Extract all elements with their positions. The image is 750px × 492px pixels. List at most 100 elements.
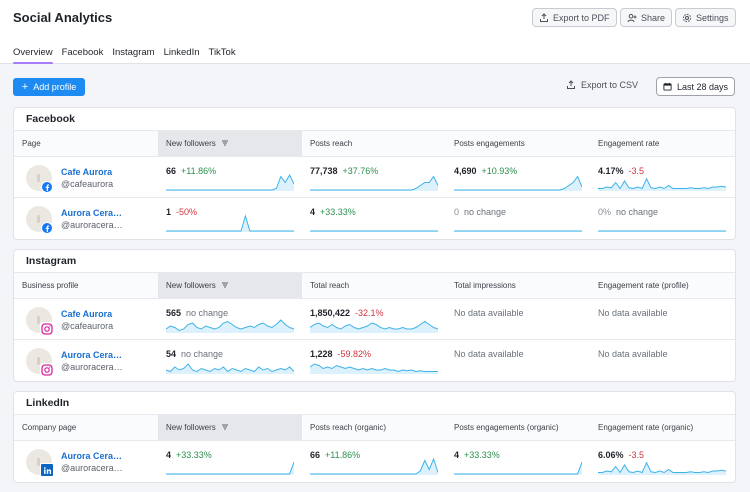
- date-range-button[interactable]: Last 28 days: [656, 77, 735, 96]
- metric-text: No data available: [454, 349, 524, 359]
- export-csv-button[interactable]: Export to CSV: [566, 80, 638, 90]
- column-header[interactable]: Posts reach (organic): [302, 415, 446, 440]
- column-header[interactable]: Posts reach: [302, 131, 446, 156]
- metric-text: No data available: [598, 308, 668, 318]
- metric-value: 0: [454, 207, 460, 217]
- table-row: Cafe Aurora @cafeaurora 565 no change 1,850,…: [14, 299, 735, 340]
- gear-icon: [682, 13, 692, 22]
- column-header[interactable]: New followers: [158, 131, 302, 156]
- profile-name-link[interactable]: Aurora Cera…: [61, 451, 123, 461]
- column-header-label: Posts engagements (organic): [454, 423, 559, 432]
- sparkline-area: [310, 176, 438, 191]
- sparkline: [310, 175, 438, 191]
- column-header[interactable]: Posts engagements: [446, 131, 590, 156]
- sparkline-line: [166, 173, 294, 191]
- sort-icon: [216, 423, 229, 433]
- profile-handle: @auroracera…: [61, 220, 123, 230]
- metric-change: +10.93%: [481, 166, 518, 176]
- column-header: Company page: [14, 415, 158, 440]
- tab-linkedin[interactable]: LinkedIn: [163, 47, 200, 58]
- column-header[interactable]: New followers: [158, 415, 302, 440]
- sparkline-line: [310, 457, 438, 475]
- column-header[interactable]: Total impressions: [446, 273, 590, 298]
- metric-change: -3.5: [628, 450, 645, 460]
- metric-cell: No data available: [446, 340, 590, 381]
- tab-tiktok[interactable]: TikTok: [208, 47, 236, 58]
- table-row: Aurora Cera… @auroracera… 4 +33.33% 66 +11.86…: [14, 441, 735, 482]
- sparkline-area: [166, 462, 294, 475]
- column-header[interactable]: Engagement rate (profile): [590, 273, 735, 298]
- page-title: Social Analytics: [13, 10, 113, 25]
- metric-value: 4: [166, 450, 172, 460]
- metric-value: 1,850,422: [310, 308, 351, 318]
- tab-overview[interactable]: Overview: [13, 47, 53, 64]
- sparkline-area: [166, 364, 294, 374]
- metric-change: no change: [616, 207, 659, 217]
- column-header[interactable]: New followers: [158, 273, 302, 298]
- sparkline: [454, 461, 582, 475]
- sparkline: [454, 230, 582, 232]
- sparkline: [310, 457, 438, 475]
- settings-button[interactable]: Settings: [675, 8, 736, 27]
- profile-name-link[interactable]: Cafe Aurora: [61, 309, 113, 319]
- metric-cell: 4 +33.33%: [302, 198, 446, 239]
- metric-cell: No data available: [446, 299, 590, 340]
- metric-text: 0 no change: [454, 207, 506, 217]
- column-header[interactable]: Engagement rate: [590, 131, 735, 156]
- share-button[interactable]: Share: [620, 8, 673, 27]
- tab-instagram[interactable]: Instagram: [112, 47, 155, 58]
- export-icon: [567, 80, 575, 89]
- profile-handle: @auroracera…: [61, 362, 123, 372]
- metric-text: No data available: [598, 349, 668, 359]
- profile-handle: @cafeaurora: [61, 179, 114, 189]
- column-header[interactable]: Posts engagements (organic): [446, 415, 590, 440]
- metric-change: no change: [181, 349, 224, 359]
- sparkline-line: [454, 175, 582, 191]
- profile-name-link[interactable]: Aurora Cera…: [61, 208, 123, 218]
- column-header-label: Page: [22, 139, 41, 148]
- metric-cell: 6.06% -3.5: [590, 441, 734, 482]
- sparkline-line: [166, 363, 294, 373]
- table-row: Cafe Aurora @cafeaurora 66 +11.86% 77,738 +37…: [14, 157, 735, 198]
- sparkline-line: [166, 214, 294, 232]
- column-header[interactable]: Total reach: [302, 273, 446, 298]
- add-profile-button[interactable]: + Add profile: [13, 78, 85, 96]
- tab-facebook[interactable]: Facebook: [61, 47, 104, 58]
- linkedin-section: LinkedIn Company page New followers Posts r…: [13, 391, 736, 483]
- metric-text: No data available: [454, 308, 524, 318]
- metric-cell: 1,228 -59.82%: [302, 340, 446, 381]
- sparkline-area: [166, 175, 294, 191]
- column-header-label: Total reach: [310, 281, 350, 290]
- column-header-label: Engagement rate (organic): [598, 423, 694, 432]
- no-data-label: No data available: [454, 308, 524, 318]
- metric-text: 77,738 +37.76%: [310, 166, 378, 176]
- metric-text: 1,850,422 -32.1%: [310, 308, 384, 318]
- sparkline-line: [166, 319, 294, 332]
- export-csv-label: Export to CSV: [581, 80, 639, 90]
- sparkline-area: [598, 178, 726, 191]
- sparkline: [166, 173, 294, 191]
- no-data-label: No data available: [598, 349, 668, 359]
- export-pdf-button[interactable]: Export to PDF: [532, 8, 617, 27]
- column-header[interactable]: Engagement rate (organic): [590, 415, 735, 440]
- metric-value: 565: [166, 308, 182, 318]
- metric-cell: 4 +33.33%: [158, 441, 302, 482]
- metric-change: -59.82%: [337, 349, 372, 359]
- column-header-label: New followers: [166, 423, 216, 432]
- sparkline-line: [310, 175, 438, 191]
- sparkline: [166, 461, 294, 475]
- metric-text: 1,228 -59.82%: [310, 349, 371, 359]
- metric-text: 66 +11.86%: [310, 450, 360, 460]
- plus-icon: +: [21, 80, 29, 93]
- metric-change: +33.33%: [464, 450, 500, 460]
- metric-value: 66: [166, 166, 177, 176]
- profile-name-link[interactable]: Cafe Aurora: [61, 167, 113, 177]
- column-header-label: Posts reach: [310, 139, 353, 148]
- section-title: Facebook: [14, 108, 735, 131]
- metric-text: 66 +11.86%: [166, 166, 216, 176]
- column-header-label: Posts engagements: [454, 139, 525, 148]
- profile-name-link[interactable]: Aurora Cera…: [61, 350, 123, 360]
- column-header-label: Total impressions: [454, 281, 516, 290]
- metric-value: 4: [310, 207, 316, 217]
- sparkline-line: [166, 461, 294, 475]
